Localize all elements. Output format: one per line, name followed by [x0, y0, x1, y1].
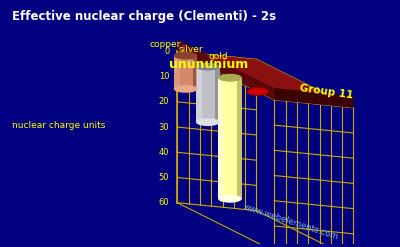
Text: nuclear charge units: nuclear charge units — [12, 121, 105, 130]
Polygon shape — [174, 56, 180, 89]
Text: Group 11: Group 11 — [299, 83, 354, 100]
Text: Effective nuclear charge (Clementi) - 2s: Effective nuclear charge (Clementi) - 2s — [12, 10, 276, 23]
Polygon shape — [174, 56, 198, 89]
Polygon shape — [196, 67, 220, 122]
Text: 60: 60 — [159, 198, 169, 207]
Text: www.webelements.com: www.webelements.com — [242, 203, 340, 242]
Ellipse shape — [218, 74, 242, 82]
Text: 40: 40 — [159, 148, 169, 157]
Text: gold: gold — [208, 52, 228, 61]
Ellipse shape — [174, 52, 198, 60]
Text: 0: 0 — [164, 47, 169, 56]
Text: unununium: unununium — [168, 58, 248, 71]
Text: 20: 20 — [159, 97, 169, 106]
Polygon shape — [274, 88, 354, 108]
Text: silver: silver — [178, 45, 203, 54]
Text: 30: 30 — [159, 123, 169, 132]
Text: 50: 50 — [159, 173, 169, 182]
Ellipse shape — [218, 195, 242, 203]
Ellipse shape — [196, 63, 220, 71]
Text: 10: 10 — [159, 72, 169, 81]
Text: copper: copper — [149, 40, 181, 49]
Ellipse shape — [247, 88, 268, 96]
Polygon shape — [193, 56, 198, 89]
Polygon shape — [177, 40, 274, 100]
Polygon shape — [196, 67, 202, 122]
Polygon shape — [218, 78, 224, 199]
Polygon shape — [215, 67, 220, 122]
Ellipse shape — [196, 118, 220, 126]
Polygon shape — [237, 78, 242, 199]
Polygon shape — [218, 78, 242, 199]
Ellipse shape — [174, 85, 198, 93]
Polygon shape — [177, 51, 354, 108]
